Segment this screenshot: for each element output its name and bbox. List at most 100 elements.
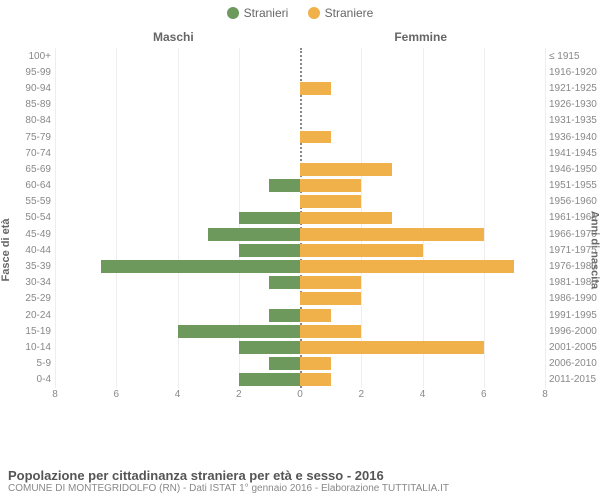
bar-female xyxy=(300,357,331,370)
birth-label: 1961-1965 xyxy=(545,212,597,223)
age-row: 5-92006-2010 xyxy=(55,356,545,372)
x-tick: 6 xyxy=(113,389,119,400)
bar-female xyxy=(300,373,331,386)
birth-label: 1926-1930 xyxy=(545,99,597,110)
age-label: 65-69 xyxy=(25,164,55,175)
age-label: 45-49 xyxy=(25,229,55,240)
age-label: 80-84 xyxy=(25,115,55,126)
age-label: 90-94 xyxy=(25,83,55,94)
birth-label: 1946-1950 xyxy=(545,164,597,175)
birth-label: ≤ 1915 xyxy=(545,51,580,62)
birth-label: 1986-1990 xyxy=(545,293,597,304)
age-label: 25-29 xyxy=(25,293,55,304)
bar-female xyxy=(300,195,361,208)
age-label: 75-79 xyxy=(25,132,55,143)
birth-label: 1921-1925 xyxy=(545,83,597,94)
age-label: 15-19 xyxy=(25,326,55,337)
bar-female xyxy=(300,276,361,289)
age-label: 85-89 xyxy=(25,99,55,110)
birth-label: 1971-1975 xyxy=(545,245,597,256)
x-tick: 8 xyxy=(542,389,548,400)
age-row: 45-491966-1970 xyxy=(55,226,545,242)
age-label: 100+ xyxy=(28,51,55,62)
birth-label: 1941-1945 xyxy=(545,148,597,159)
legend-item-male: Stranieri xyxy=(227,6,289,20)
age-row: 50-541961-1965 xyxy=(55,210,545,226)
bar-male xyxy=(269,179,300,192)
legend-item-female: Straniere xyxy=(308,6,374,20)
footer-subtitle: COMUNE DI MONTEGRIDOLFO (RN) - Dati ISTA… xyxy=(8,483,449,494)
age-row: 35-391976-1980 xyxy=(55,258,545,274)
bar-male xyxy=(178,325,301,338)
age-label: 55-59 xyxy=(25,196,55,207)
bar-male xyxy=(239,244,300,257)
x-tick: 2 xyxy=(236,389,242,400)
bar-female xyxy=(300,325,361,338)
age-row: 85-891926-1930 xyxy=(55,97,545,113)
birth-label: 1936-1940 xyxy=(545,132,597,143)
birth-label: 2001-2005 xyxy=(545,342,597,353)
bar-female xyxy=(300,131,331,144)
footer-title: Popolazione per cittadinanza straniera p… xyxy=(8,468,449,483)
age-row: 60-641951-1955 xyxy=(55,178,545,194)
age-row: 75-791936-1940 xyxy=(55,129,545,145)
bar-female xyxy=(300,341,484,354)
bar-male xyxy=(239,341,300,354)
birth-label: 1966-1970 xyxy=(545,229,597,240)
bar-male xyxy=(208,228,300,241)
birth-label: 2006-2010 xyxy=(545,358,597,369)
age-label: 35-39 xyxy=(25,261,55,272)
age-label: 10-14 xyxy=(25,342,55,353)
bar-male xyxy=(239,373,300,386)
x-tick: 6 xyxy=(481,389,487,400)
birth-label: 1991-1995 xyxy=(545,310,597,321)
birth-label: 1956-1960 xyxy=(545,196,597,207)
birth-label: 2011-2015 xyxy=(545,374,596,385)
birth-label: 1981-1985 xyxy=(545,277,597,288)
x-tick: 4 xyxy=(420,389,426,400)
birth-label: 1951-1955 xyxy=(545,180,597,191)
bar-male xyxy=(269,276,300,289)
legend-swatch-female xyxy=(308,7,320,19)
age-row: 65-691946-1950 xyxy=(55,161,545,177)
bar-male xyxy=(269,357,300,370)
age-label: 50-54 xyxy=(25,212,55,223)
age-row: 90-941921-1925 xyxy=(55,80,545,96)
age-row: 80-841931-1935 xyxy=(55,113,545,129)
x-tick: 8 xyxy=(52,389,58,400)
age-label: 30-34 xyxy=(25,277,55,288)
column-title-left: Maschi xyxy=(153,30,194,44)
x-axis: 8 6 4 2 0 2 4 6 8 xyxy=(55,389,545,405)
age-row: 30-341981-1985 xyxy=(55,275,545,291)
birth-label: 1976-1980 xyxy=(545,261,597,272)
age-label: 70-74 xyxy=(25,148,55,159)
bar-female xyxy=(300,244,423,257)
legend-label-male: Stranieri xyxy=(244,6,289,20)
x-tick: 4 xyxy=(175,389,181,400)
age-row: 0-42011-2015 xyxy=(55,372,545,388)
x-tick: 0 xyxy=(297,389,303,400)
bar-female xyxy=(300,179,361,192)
age-row: 20-241991-1995 xyxy=(55,307,545,323)
age-label: 60-64 xyxy=(25,180,55,191)
birth-label: 1996-2000 xyxy=(545,326,597,337)
column-title-right: Femmine xyxy=(394,30,447,44)
bar-female xyxy=(300,212,392,225)
age-label: 95-99 xyxy=(25,67,55,78)
bar-male xyxy=(239,212,300,225)
y-axis-title-left: Fasce di età xyxy=(0,219,12,282)
bar-female xyxy=(300,260,514,273)
bar-female xyxy=(300,82,331,95)
age-row: 70-741941-1945 xyxy=(55,145,545,161)
age-row: 15-191996-2000 xyxy=(55,323,545,339)
age-row: 95-991916-1920 xyxy=(55,64,545,80)
birth-label: 1931-1935 xyxy=(545,115,597,126)
x-tick: 2 xyxy=(358,389,364,400)
age-label: 5-9 xyxy=(37,358,55,369)
age-row: 100+≤ 1915 xyxy=(55,48,545,64)
age-label: 0-4 xyxy=(37,374,55,385)
bar-male xyxy=(269,309,300,322)
chart-area: Maschi Femmine 100+≤ 191595-991916-19209… xyxy=(55,30,545,425)
birth-label: 1916-1920 xyxy=(545,67,597,78)
age-row: 55-591956-1960 xyxy=(55,194,545,210)
